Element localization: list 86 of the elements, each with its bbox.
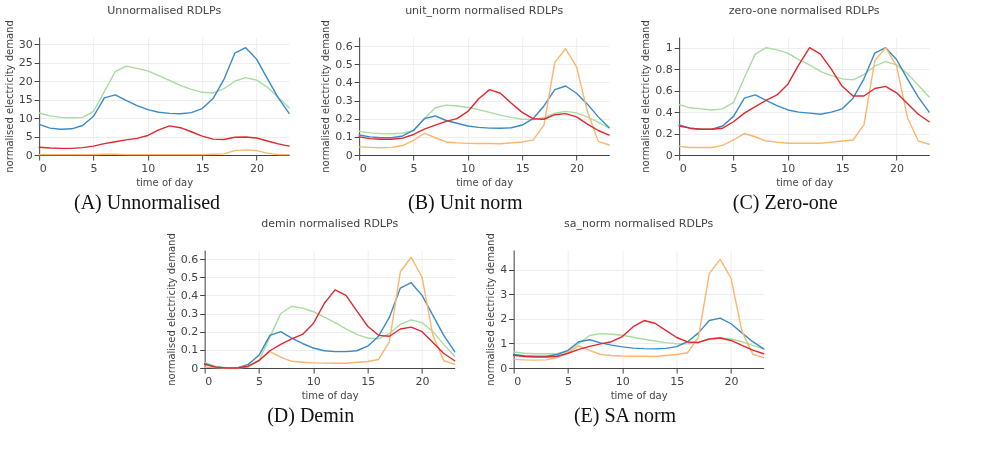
x-tick-label: 0 bbox=[514, 374, 522, 388]
y-tick-label: 3 bbox=[500, 287, 508, 301]
x-tick-label: 20 bbox=[415, 374, 430, 388]
y-tick-label: 30 bbox=[18, 37, 33, 51]
x-axis-title: time of day bbox=[136, 176, 194, 188]
line-series bbox=[358, 48, 610, 149]
y-tick-label: 0.1 bbox=[180, 343, 199, 357]
y-tick-label: 15 bbox=[18, 93, 33, 107]
x-tick-label: 10 bbox=[306, 374, 321, 388]
chart-title: demin normalised RDLPs bbox=[261, 216, 399, 230]
text: (E) SA norm bbox=[573, 404, 677, 427]
y-tick-label: 0 bbox=[500, 361, 508, 375]
y-tick-label: 0.6 bbox=[655, 84, 673, 98]
x-tick-label: 15 bbox=[361, 374, 376, 388]
x-tick-label: 20 bbox=[570, 161, 585, 175]
y-tick-label: 0.2 bbox=[655, 127, 673, 141]
x-tick-label: 5 bbox=[256, 374, 263, 388]
y-axis-title: normalised electricity demand bbox=[485, 233, 497, 386]
x-tick-label: 15 bbox=[195, 161, 210, 175]
y-tick-label: 0.6 bbox=[335, 39, 353, 53]
y-tick-label: 1 bbox=[665, 41, 673, 55]
text: (C) Zero-one bbox=[732, 191, 838, 214]
line-series bbox=[38, 65, 290, 119]
chart-title: zero-one normalised RDLPs bbox=[728, 3, 880, 17]
text: (B) Unit norm bbox=[408, 191, 523, 214]
x-tick-label: 10 bbox=[615, 374, 630, 388]
line-series bbox=[358, 104, 610, 135]
y-tick-label: 0.2 bbox=[335, 112, 353, 126]
y-tick-label: 25 bbox=[18, 56, 33, 70]
x-axis-title: time of day bbox=[776, 176, 834, 188]
x-tick-label: 5 bbox=[90, 161, 98, 175]
y-tick-label: 0 bbox=[191, 361, 199, 375]
x-tick-label: 10 bbox=[781, 161, 796, 175]
x-tick-label: 15 bbox=[515, 161, 530, 175]
y-tick-label: 0.1 bbox=[335, 130, 353, 144]
y-tick-label: 10 bbox=[18, 111, 33, 125]
y-tick-label: 2 bbox=[500, 312, 508, 326]
y-tick-label: 0 bbox=[345, 148, 353, 162]
chart-title: unit_norm normalised RDLPs bbox=[405, 3, 564, 17]
y-tick-label: 0.2 bbox=[180, 325, 199, 339]
y-axis-title: normalised electricity demand bbox=[3, 20, 15, 173]
y-tick-label: 0.3 bbox=[335, 94, 353, 108]
y-tick-label: 0.5 bbox=[180, 270, 199, 284]
x-tick-label: 10 bbox=[461, 161, 476, 175]
x-tick-label: 20 bbox=[250, 161, 265, 175]
y-tick-label: 5 bbox=[25, 130, 33, 144]
y-tick-label: 0.6 bbox=[180, 252, 199, 266]
x-tick-label: 0 bbox=[39, 161, 47, 175]
y-tick-label: 0.4 bbox=[655, 105, 673, 119]
y-tick-label: 0.3 bbox=[180, 307, 199, 321]
y-tick-label: 4 bbox=[500, 263, 508, 277]
y-tick-label: 0.8 bbox=[655, 62, 673, 76]
x-tick-label: 20 bbox=[890, 161, 905, 175]
x-axis-title: time of day bbox=[456, 176, 514, 188]
x-axis-title: time of day bbox=[610, 389, 668, 401]
y-tick-label: 1 bbox=[500, 336, 508, 350]
x-tick-label: 0 bbox=[679, 161, 687, 175]
y-tick-label: 0.5 bbox=[335, 57, 353, 71]
y-axis-title: normalised electricity demand bbox=[320, 20, 332, 173]
x-tick-label: 0 bbox=[359, 161, 367, 175]
y-axis-title: normalised electricity demand bbox=[640, 20, 652, 173]
x-tick-label: 5 bbox=[565, 374, 572, 388]
x-tick-label: 5 bbox=[410, 161, 418, 175]
x-tick-label: 15 bbox=[835, 161, 850, 175]
text: (D) Demin bbox=[267, 404, 355, 427]
x-axis-title: time of day bbox=[301, 389, 359, 401]
y-tick-label: 0.4 bbox=[335, 75, 353, 89]
line-series bbox=[38, 125, 290, 150]
x-tick-label: 20 bbox=[724, 374, 739, 388]
y-tick-label: 0 bbox=[665, 148, 673, 162]
y-tick-label: 0 bbox=[25, 148, 33, 162]
y-axis-title: normalised electricity demand bbox=[165, 233, 177, 386]
line-series bbox=[678, 47, 930, 111]
x-tick-label: 10 bbox=[141, 161, 156, 175]
y-tick-label: 20 bbox=[18, 74, 33, 88]
line-series bbox=[512, 258, 765, 361]
x-tick-label: 0 bbox=[205, 374, 213, 388]
line-series bbox=[38, 46, 290, 130]
chart-title: sa_norm normalised RDLPs bbox=[564, 216, 714, 230]
line-series bbox=[512, 332, 765, 355]
text: (A) Unnormalised bbox=[73, 191, 221, 214]
x-tick-label: 5 bbox=[730, 161, 738, 175]
y-tick-label: 0.4 bbox=[180, 288, 199, 302]
line-series bbox=[678, 47, 930, 130]
line-series bbox=[678, 47, 930, 149]
chart-title: Unnormalised RDLPs bbox=[107, 3, 222, 17]
